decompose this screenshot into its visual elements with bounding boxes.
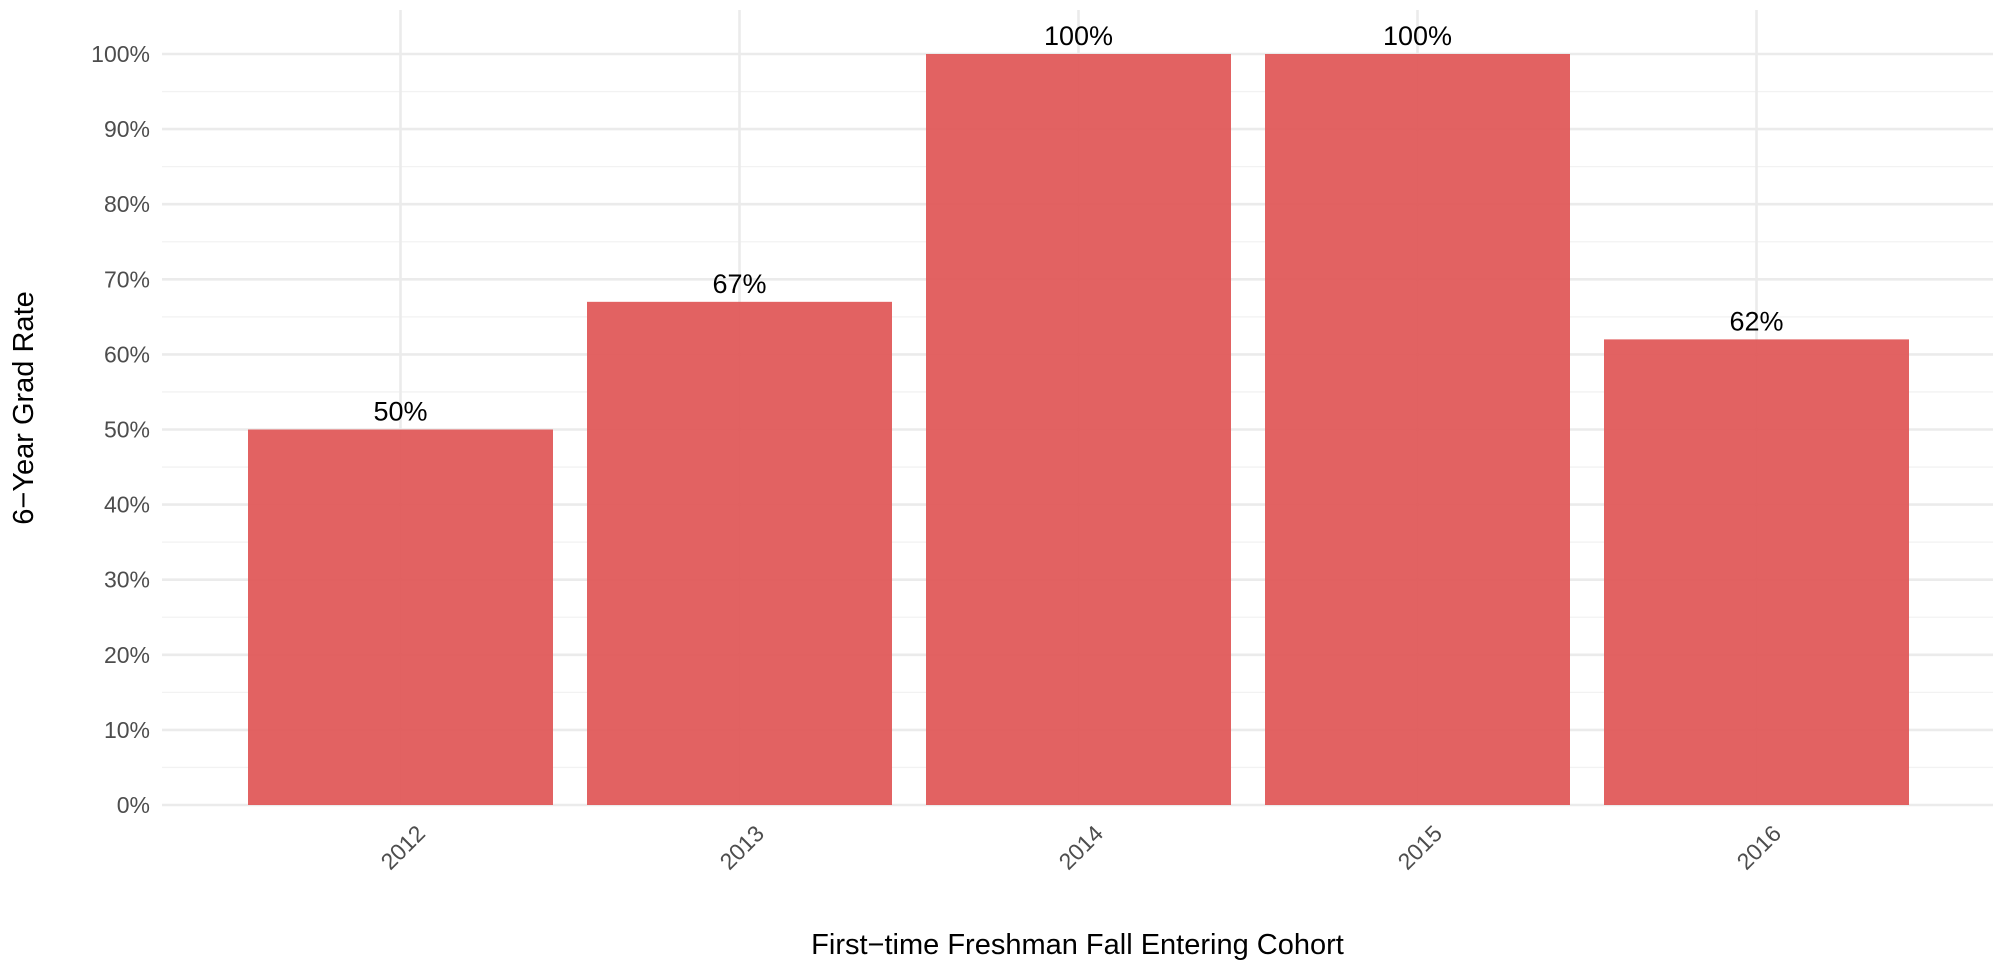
bar-2012 [248,429,553,805]
y-tick-label: 70% [104,266,150,292]
x-tick-label: 2015 [1392,820,1447,875]
bars [248,54,1909,805]
x-tick-label: 2014 [1053,820,1108,875]
x-tick-label: 2016 [1731,820,1786,875]
x-axis-title: First−time Freshman Fall Entering Cohort [811,929,1344,961]
data-label: 67% [712,269,766,299]
x-axis-ticks: 2012 2013 2014 2015 2016 [375,820,1786,875]
y-tick-label: 60% [104,341,150,367]
bar-2016 [1604,339,1909,805]
data-label: 62% [1729,306,1783,336]
y-axis-title: 6−Year Grad Rate [8,291,40,525]
y-tick-label: 30% [104,567,150,593]
y-tick-label: 40% [104,492,150,518]
y-tick-label: 100% [91,41,150,67]
data-label: 100% [1044,21,1113,51]
y-tick-label: 10% [104,717,150,743]
bar-2013 [587,301,892,805]
x-tick-label: 2013 [714,820,769,875]
bar-2014 [926,54,1231,805]
data-labels: 50% 67% 100% 100% 62% [373,21,1783,427]
y-tick-label: 80% [104,191,150,217]
x-tick-label: 2012 [375,820,430,875]
y-tick-label: 50% [104,417,150,443]
y-axis-ticks: 0% 10% 20% 30% 40% 50% 60% 70% 80% 90% 100% [91,41,150,818]
y-tick-label: 20% [104,642,150,668]
data-label: 50% [373,397,427,427]
y-tick-label: 0% [117,792,150,818]
data-label: 100% [1383,21,1452,51]
y-tick-label: 90% [104,116,150,142]
bar-2015 [1265,54,1570,805]
